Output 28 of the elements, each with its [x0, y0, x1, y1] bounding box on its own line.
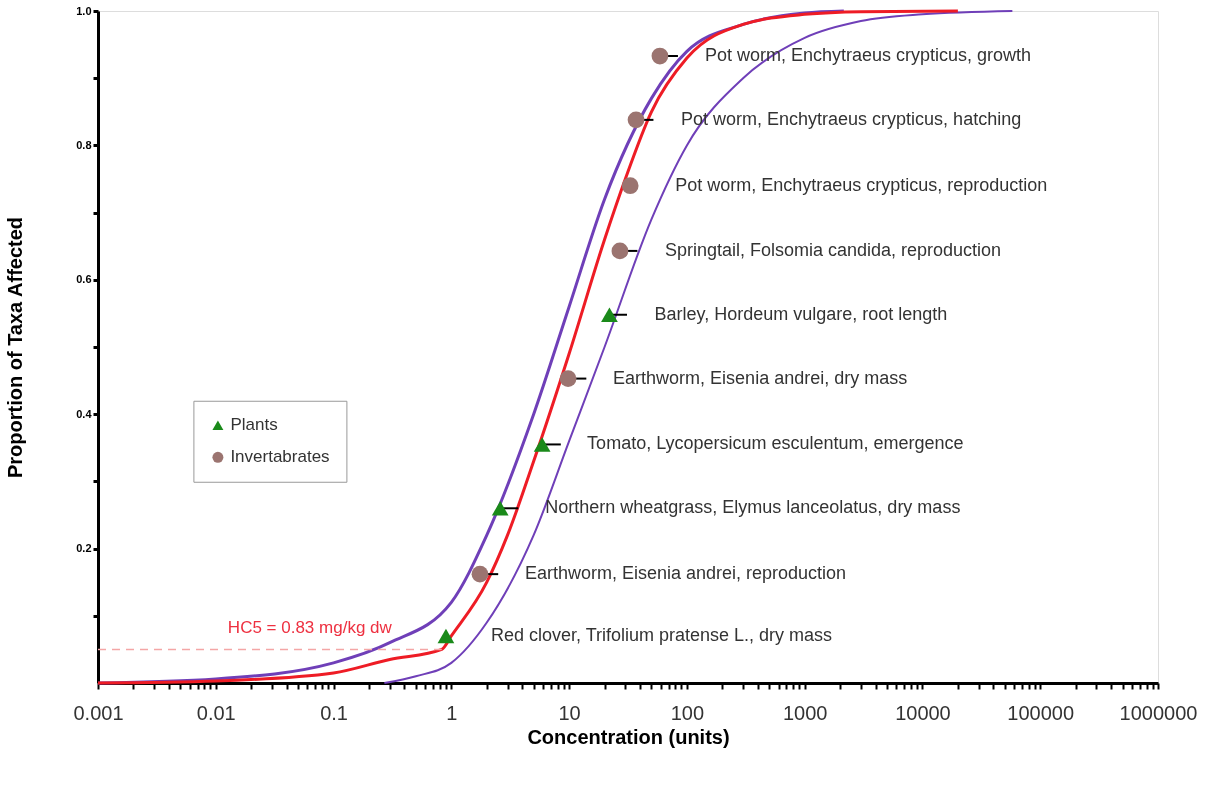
x-tick-label: 10000	[895, 701, 951, 724]
series-label: HC5 = 0.83 mg/kg dw	[227, 618, 393, 638]
annotation: Northern wheatgrass, Elymus lanceolatus, dry mass	[545, 497, 961, 518]
annotation: Pot worm, Enchytraeus crypticus, reproduction	[675, 174, 1048, 195]
x-tick-label: 1000000	[1119, 701, 1198, 724]
y-tick-label: 0.8	[76, 138, 92, 151]
x-tick-label: 1	[446, 701, 458, 724]
legend-label: Plants	[230, 415, 278, 435]
annotation: Barley, Hordeum vulgare, root length	[654, 303, 948, 324]
y-axis-title: Proportion of Taxa Affected	[4, 216, 27, 479]
x-tick-label: 0.001	[73, 701, 124, 724]
y-tick-label: 1.0	[76, 4, 92, 17]
x-tick-label: 10	[558, 701, 581, 724]
x-tick-label: 0.1	[320, 701, 348, 724]
x-tick-label: 0.01	[196, 701, 236, 724]
y-tick-label: 0.4	[76, 407, 93, 420]
annotation: Earthworm, Eisenia andrei, reproduction	[524, 563, 847, 584]
x-tick-label: 100000	[1007, 701, 1075, 724]
x-tick-label: 1000	[782, 701, 828, 724]
annotation: Earthworm, Eisenia andrei, dry mass	[613, 367, 908, 388]
x-axis-title: Concentration (units)	[527, 725, 730, 748]
y-tick-label: 0.2	[76, 542, 92, 555]
annotation: Red clover, Trifolium pratense L., dry mass	[490, 624, 833, 645]
annotation: Springtail, Folsomia candida, reproduction	[664, 239, 1002, 260]
x-tick-label: 100	[670, 701, 705, 724]
y-tick-label: 0.6	[76, 273, 92, 286]
legend-label: Invertabrates	[230, 447, 330, 467]
annotation: Tomato, Lycopersicum esculentum, emergence	[587, 433, 964, 454]
